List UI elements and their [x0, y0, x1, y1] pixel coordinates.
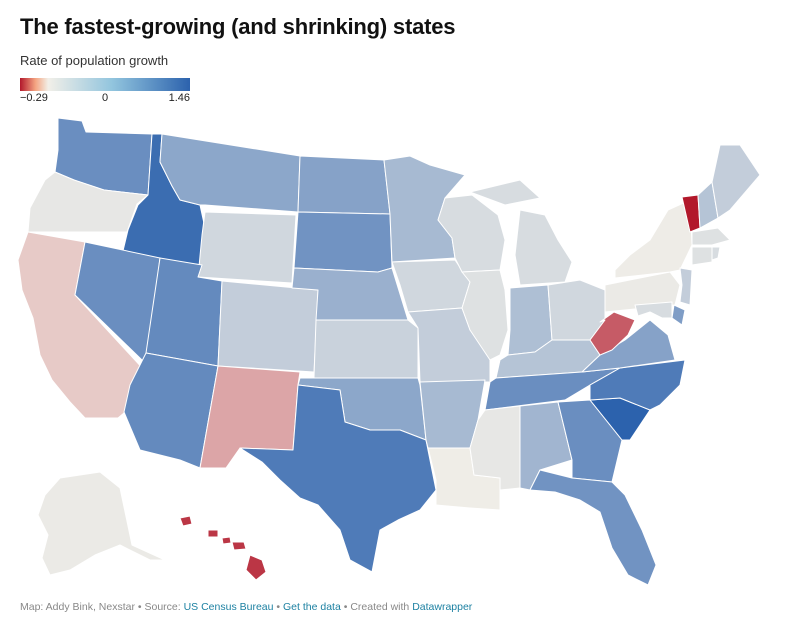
state-PA[interactable] [604, 271, 681, 313]
state-NJ[interactable] [679, 267, 693, 306]
state-HI[interactable] [179, 515, 267, 581]
color-legend: −0.29 0 1.46 [20, 78, 190, 107]
state-SD[interactable] [293, 211, 393, 273]
state-IA[interactable] [391, 259, 471, 313]
state-FL[interactable] [529, 469, 657, 586]
state-TX[interactable] [239, 384, 437, 573]
state-ME[interactable] [711, 144, 761, 219]
state-CA[interactable] [17, 231, 147, 419]
map-credit: Map: Addy Bink, Nexstar [20, 601, 135, 613]
state-OR[interactable] [27, 171, 149, 233]
state-IL[interactable] [461, 269, 509, 361]
state-MT[interactable] [159, 133, 301, 213]
legend-max-label: 1.46 [168, 92, 190, 104]
legend-gradient [20, 78, 190, 91]
state-MI[interactable] [469, 179, 573, 286]
legend-subtitle: Rate of population growth [20, 53, 169, 68]
chart-title: The fastest-growing (and shrinking) stat… [20, 14, 456, 39]
source-label: Source: [144, 601, 184, 613]
created-label: Created with [350, 601, 413, 613]
datawrapper-link[interactable]: Datawrapper [412, 601, 473, 613]
state-MD[interactable] [634, 301, 673, 319]
separator: • [273, 601, 283, 613]
legend-zero-label: 0 [102, 92, 109, 104]
state-AK[interactable] [37, 471, 166, 576]
state-WV[interactable] [589, 311, 636, 356]
state-CO[interactable] [217, 280, 319, 373]
get-data-link[interactable]: Get the data [283, 601, 341, 613]
state-DE[interactable] [671, 304, 686, 326]
state-ND[interactable] [297, 155, 391, 215]
legend-min-label: −0.29 [20, 92, 48, 104]
state-NY[interactable] [614, 199, 693, 279]
state-CT[interactable] [691, 246, 713, 266]
state-MA[interactable] [691, 227, 731, 246]
source-link[interactable]: US Census Bureau [183, 601, 274, 613]
separator: • [340, 601, 351, 613]
state-WY[interactable] [197, 211, 297, 284]
separator: • [134, 601, 145, 613]
state-RI[interactable] [711, 246, 721, 261]
state-KS[interactable] [313, 319, 419, 379]
footer-credits: Map: Addy Bink, Nexstar • Source: US Cen… [20, 601, 472, 613]
